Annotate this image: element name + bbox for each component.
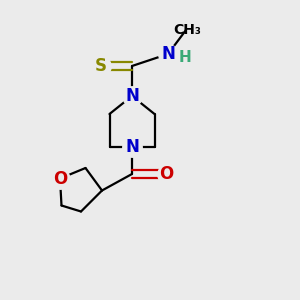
Text: N: N <box>161 45 175 63</box>
Text: O: O <box>159 165 174 183</box>
Text: N: N <box>125 87 139 105</box>
Text: CH₃: CH₃ <box>174 23 201 37</box>
Text: N: N <box>125 138 139 156</box>
Text: O: O <box>53 169 67 188</box>
Text: S: S <box>94 57 106 75</box>
Text: H: H <box>179 50 192 64</box>
